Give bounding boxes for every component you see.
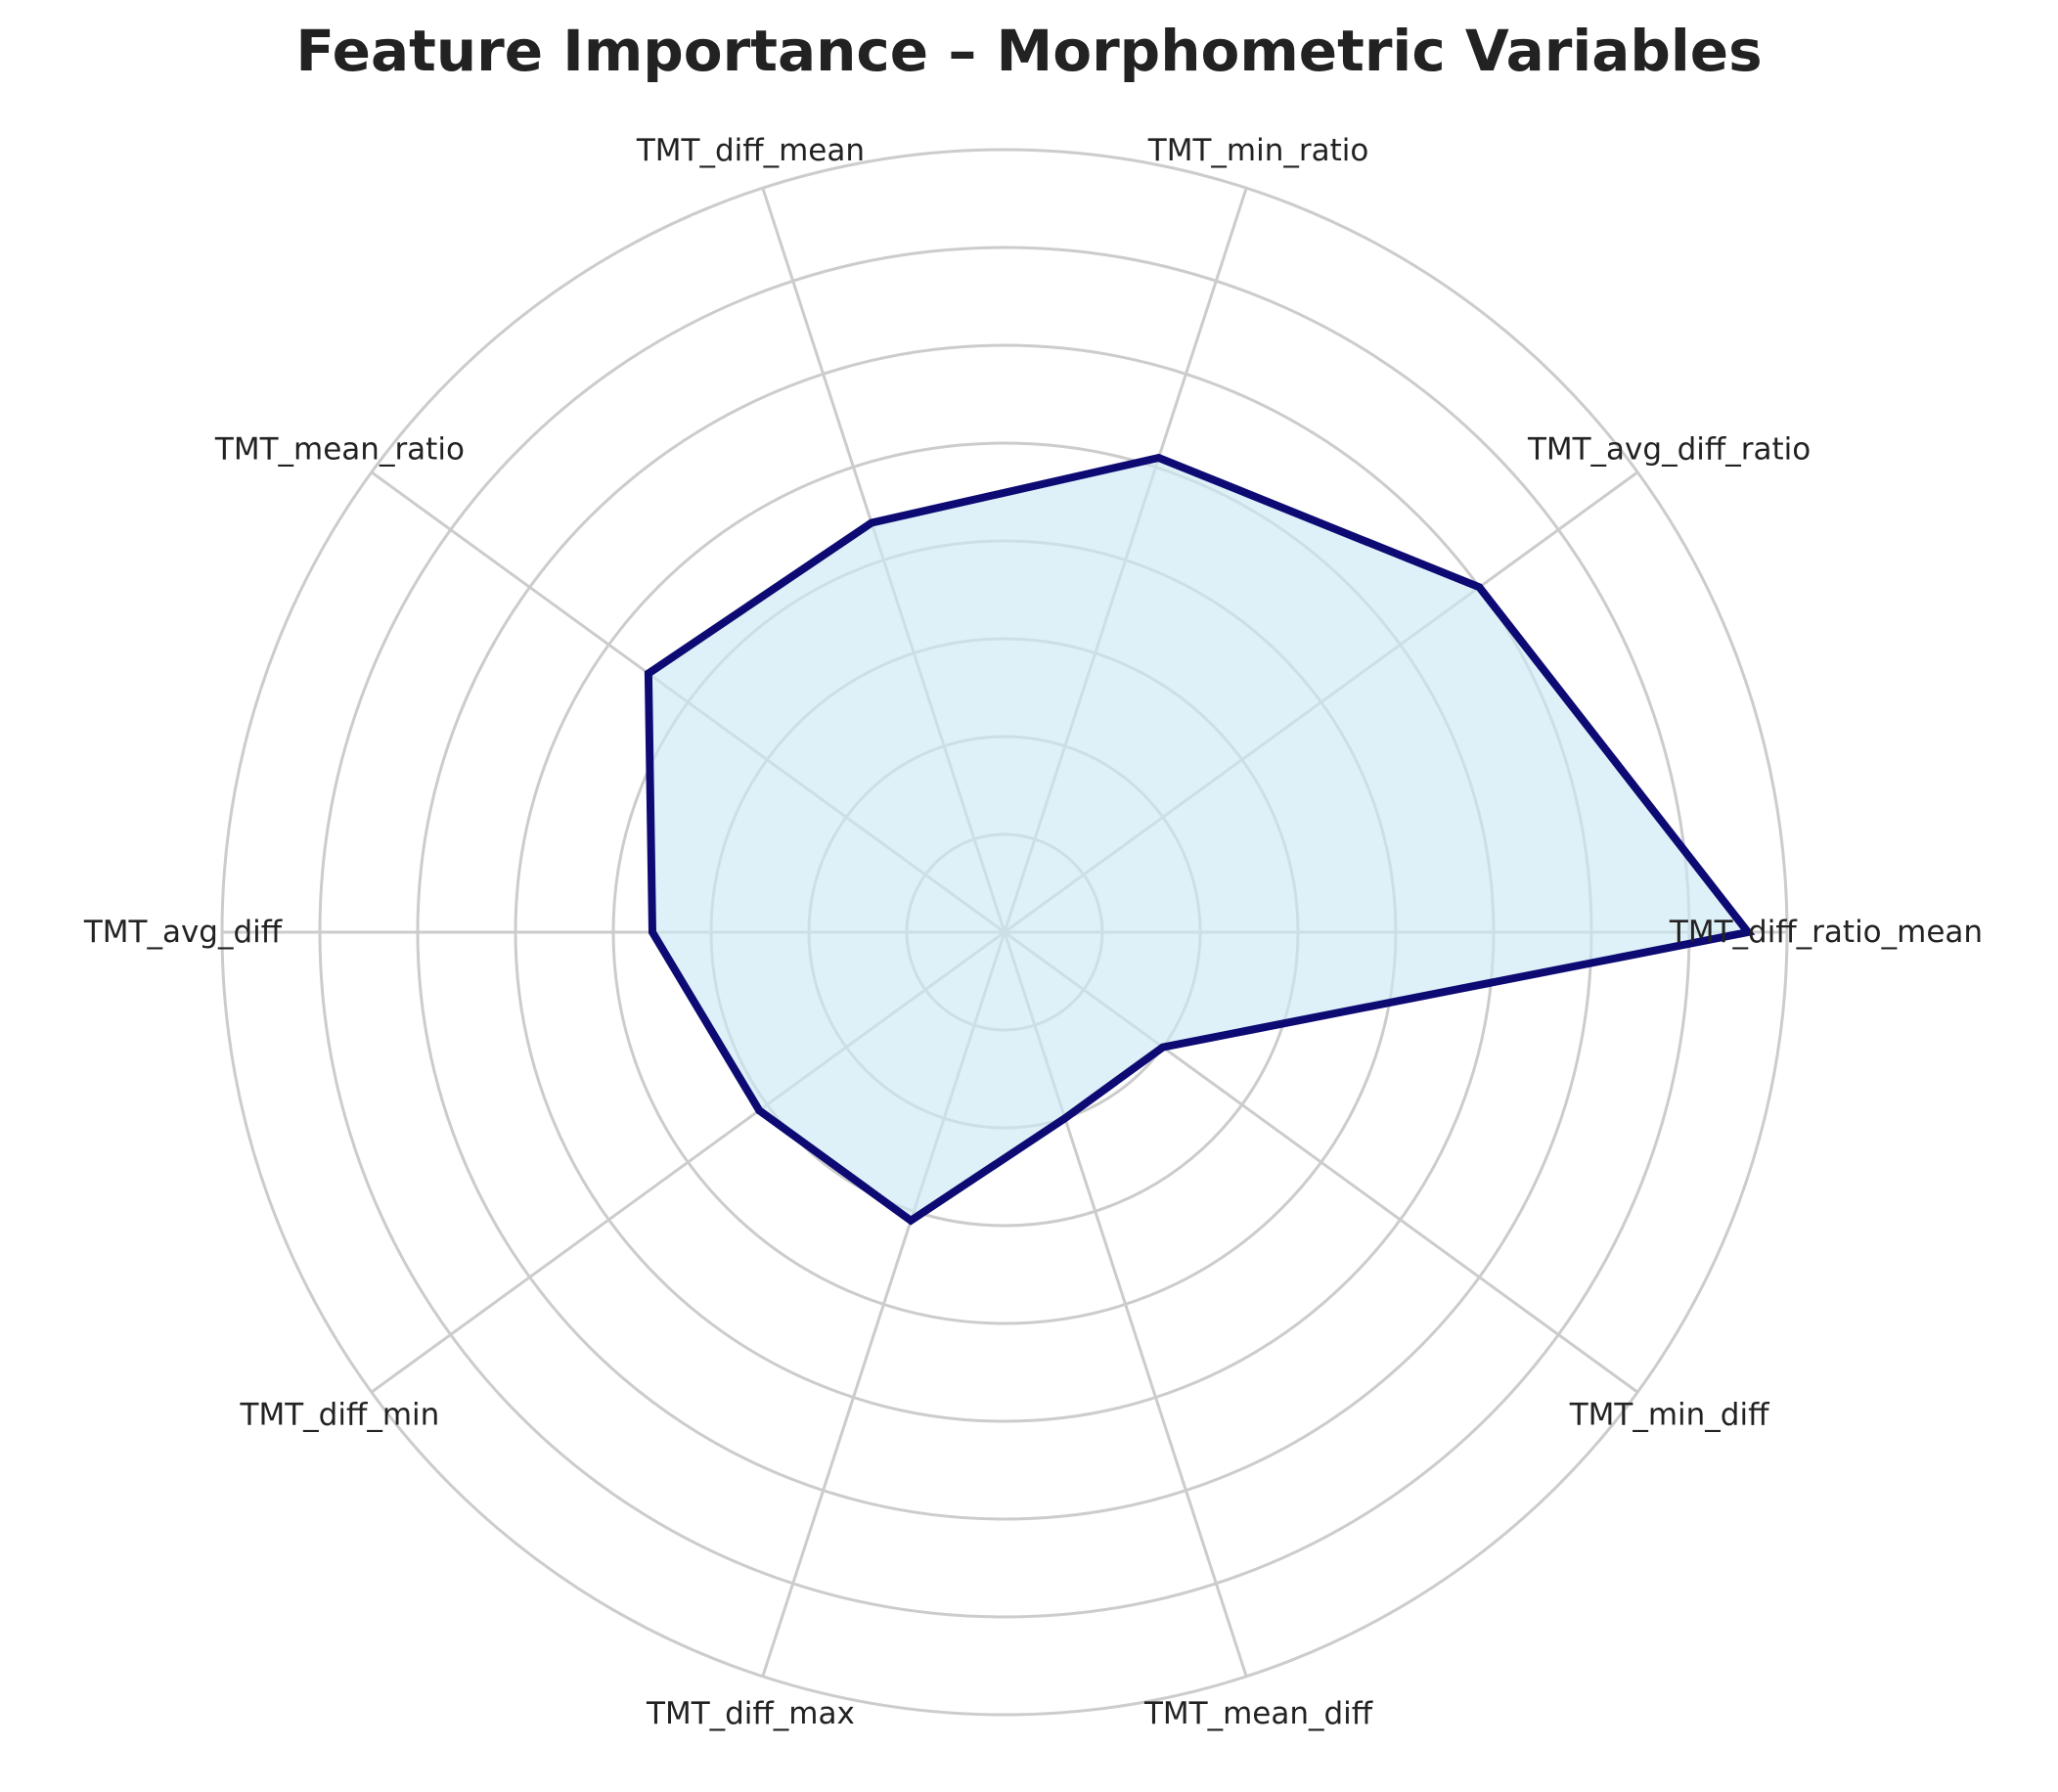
axis-label-1: TMT_diff_ratio_mean: [1669, 915, 1983, 950]
chart-title: Feature Importance – Morphometric Variab…: [295, 18, 1763, 84]
axis-label-10: TMT_min_diff: [1569, 1398, 1769, 1433]
axis-label-8: TMT_diff_max: [646, 1696, 855, 1731]
axis-label-3: TMT_min_ratio: [1147, 133, 1369, 168]
axis-label-4: TMT_diff_mean: [636, 133, 865, 168]
series: [644, 453, 1756, 1226]
series-area: [648, 458, 1748, 1221]
axis-label-2: TMT_avg_diff_ratio: [1527, 431, 1811, 467]
axis-label-6: TMT_avg_diff: [83, 915, 283, 950]
series-line: [644, 453, 1756, 1226]
axis-label-5: TMT_mean_ratio: [214, 431, 465, 467]
axis-labels: TMT_diff_ratio_mean TMT_avg_diff_ratio TMT…: [83, 133, 1983, 1731]
axis-label-9: TMT_mean_diff: [1143, 1696, 1373, 1731]
axis-label-7: TMT_diff_min: [240, 1398, 440, 1433]
